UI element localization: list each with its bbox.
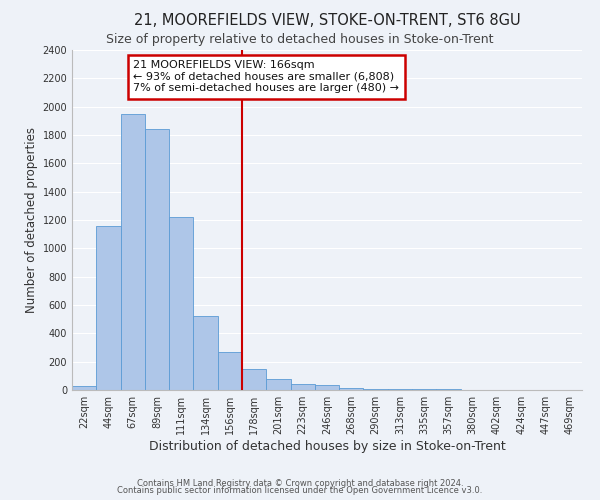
Title: 21, MOOREFIELDS VIEW, STOKE-ON-TRENT, ST6 8GU: 21, MOOREFIELDS VIEW, STOKE-ON-TRENT, ST… (134, 13, 520, 28)
Y-axis label: Number of detached properties: Number of detached properties (25, 127, 38, 313)
Text: Size of property relative to detached houses in Stoke-on-Trent: Size of property relative to detached ho… (106, 32, 494, 46)
Bar (96, 226, 121, 390)
Bar (364, 388, 388, 390)
Bar (193, 316, 218, 390)
Bar (388, 389, 412, 390)
Bar (412, 389, 436, 390)
Text: Contains public sector information licensed under the Open Government Licence v3: Contains public sector information licen… (118, 486, 482, 495)
Bar (121, 114, 145, 390)
Text: Contains HM Land Registry data © Crown copyright and database right 2024.: Contains HM Land Registry data © Crown c… (137, 478, 463, 488)
Bar (72, 386, 96, 390)
Text: 21 MOOREFIELDS VIEW: 166sqm
← 93% of detached houses are smaller (6,808)
7% of s: 21 MOOREFIELDS VIEW: 166sqm ← 93% of det… (133, 60, 399, 94)
Bar (290, 384, 315, 390)
Bar (315, 385, 339, 390)
Bar (145, 130, 169, 390)
Bar (339, 388, 364, 390)
Bar (242, 369, 266, 390)
Bar (169, 217, 193, 390)
Bar (218, 352, 242, 390)
Bar (266, 378, 290, 390)
X-axis label: Distribution of detached houses by size in Stoke-on-Trent: Distribution of detached houses by size … (149, 440, 505, 453)
